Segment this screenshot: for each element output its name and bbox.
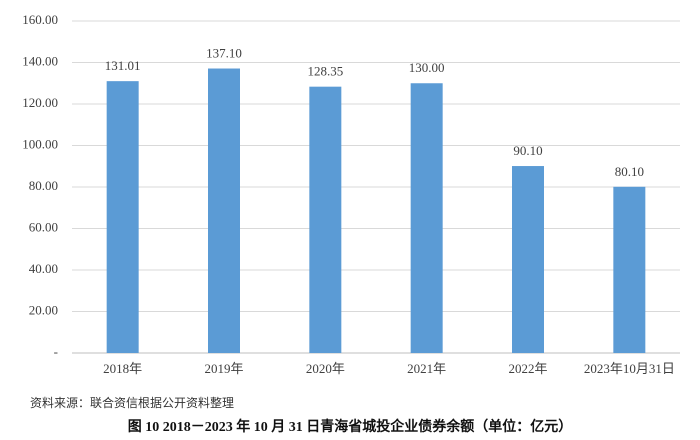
y-tick-label: 140.00: [22, 53, 58, 68]
chart-caption: 图 10 2018－2023 年 10 月 31 日青海省城投企业债券余额（单位…: [128, 418, 573, 435]
y-tick-label: 60.00: [29, 219, 58, 234]
bar: [106, 81, 139, 354]
y-tick-label: 160.00: [22, 12, 58, 27]
x-tick-label: 2023年10月31日: [584, 361, 675, 376]
x-tick-label: 2019年: [204, 361, 243, 376]
value-label: 131.01: [105, 58, 141, 73]
value-label: 90.10: [513, 143, 542, 158]
x-tick-label: 2018年: [103, 361, 142, 376]
y-tick-label: 20.00: [29, 302, 58, 317]
bar: [208, 68, 240, 353]
y-tick-label: 80.00: [29, 178, 58, 193]
y-tick-label: 40.00: [29, 261, 58, 276]
y-tick-label: -: [54, 344, 58, 359]
value-label: 128.35: [307, 64, 343, 79]
y-tick-label: 120.00: [22, 95, 58, 110]
bar: [512, 166, 544, 353]
value-label: 130.00: [409, 60, 445, 75]
x-tick-label: 2020年: [306, 361, 345, 376]
bar: [309, 86, 342, 353]
value-label: 80.10: [615, 164, 644, 179]
bar: [410, 83, 443, 353]
x-tick-label: 2021年: [407, 361, 446, 376]
value-label: 137.10: [206, 46, 242, 61]
y-tick-label: 100.00: [22, 136, 58, 151]
x-tick-label: 2022年: [508, 361, 547, 376]
source-note: 资料来源：联合资信根据公开资料整理: [30, 395, 234, 410]
bar: [613, 186, 646, 353]
